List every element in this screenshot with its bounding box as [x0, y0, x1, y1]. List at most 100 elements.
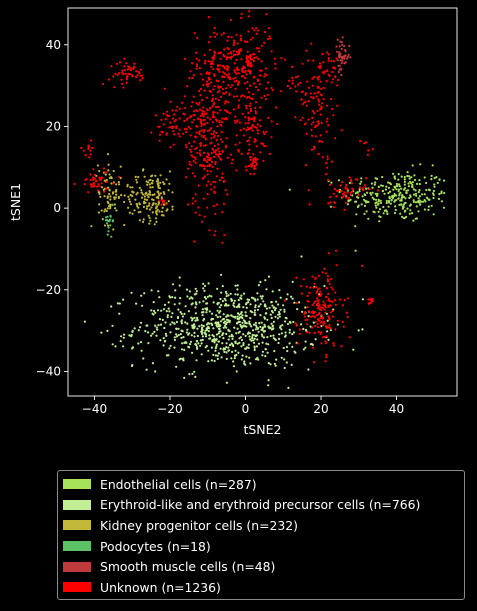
data-point [394, 208, 397, 212]
data-point [348, 181, 351, 185]
data-point [304, 164, 307, 167]
data-point [106, 195, 109, 198]
data-point [274, 307, 277, 310]
data-point [313, 331, 316, 334]
data-point [211, 60, 214, 63]
data-point [218, 64, 221, 67]
data-point [368, 188, 371, 191]
data-point [223, 66, 226, 69]
data-point [358, 190, 361, 193]
data-point [245, 55, 248, 58]
data-point [310, 148, 314, 151]
data-point [137, 175, 140, 179]
data-point [252, 82, 256, 85]
data-point [220, 131, 223, 134]
data-point [277, 341, 280, 345]
data-point [374, 198, 378, 201]
data-point [193, 293, 196, 296]
data-point [262, 300, 265, 303]
data-point [135, 202, 138, 206]
data-point [204, 335, 208, 338]
data-point [406, 189, 410, 192]
data-point [318, 304, 321, 307]
data-point [324, 306, 327, 309]
data-point [192, 114, 195, 117]
data-point [232, 302, 235, 305]
data-point [217, 332, 220, 335]
data-point [143, 195, 146, 198]
data-point [442, 206, 445, 209]
data-point [316, 307, 319, 310]
data-point [314, 277, 317, 281]
series-2 [90, 153, 174, 231]
data-point [250, 325, 253, 328]
data-point [120, 78, 123, 81]
data-point [216, 91, 219, 94]
x-axis-label: tSNE2 [243, 422, 281, 437]
data-point [136, 205, 139, 208]
data-point [167, 189, 170, 192]
data-point [355, 213, 358, 216]
data-point [207, 153, 211, 156]
y-tick-label: −40 [36, 364, 61, 378]
data-point [237, 68, 240, 71]
data-point [239, 34, 242, 37]
data-point [317, 120, 320, 123]
data-point [150, 289, 153, 292]
data-point [265, 13, 268, 16]
data-point [243, 95, 246, 98]
data-point [385, 199, 388, 203]
data-point [125, 62, 128, 65]
data-point [316, 297, 319, 300]
data-point [146, 183, 149, 186]
data-point [108, 189, 111, 192]
data-point [392, 172, 395, 175]
data-point [311, 84, 314, 87]
data-point [402, 203, 405, 206]
data-point [375, 194, 378, 197]
data-point [247, 60, 250, 63]
data-point [135, 181, 139, 184]
data-point [406, 171, 409, 174]
data-point [188, 373, 191, 376]
data-point [112, 182, 115, 185]
data-point [240, 315, 243, 319]
data-point [189, 148, 192, 151]
data-point [254, 299, 257, 302]
data-point [249, 97, 252, 100]
data-point [372, 198, 375, 201]
data-point [403, 178, 406, 181]
data-point [249, 107, 252, 110]
data-point [277, 303, 280, 306]
data-point [247, 69, 250, 72]
data-point [359, 140, 362, 143]
data-point [264, 305, 267, 308]
data-point [221, 149, 224, 152]
data-point [289, 87, 292, 90]
data-point [107, 230, 110, 233]
data-point [247, 164, 250, 167]
data-point [164, 339, 167, 342]
data-point [255, 325, 258, 329]
data-point [243, 362, 246, 365]
data-point [100, 331, 103, 334]
data-point [183, 127, 186, 130]
data-point [251, 117, 254, 120]
data-point [366, 153, 369, 156]
data-point [235, 370, 238, 373]
data-point [111, 343, 114, 346]
data-point [332, 342, 335, 345]
data-point [318, 287, 321, 290]
data-point [226, 156, 229, 159]
data-point [172, 143, 175, 146]
data-point [268, 306, 271, 309]
data-point [99, 195, 102, 198]
data-point [140, 196, 144, 199]
data-point [187, 310, 190, 313]
legend-item: Unknown (n=1236) [63, 577, 464, 598]
data-point [308, 203, 311, 206]
data-point [216, 111, 219, 115]
data-point [251, 333, 254, 337]
data-point [151, 312, 154, 315]
data-point [230, 314, 233, 317]
